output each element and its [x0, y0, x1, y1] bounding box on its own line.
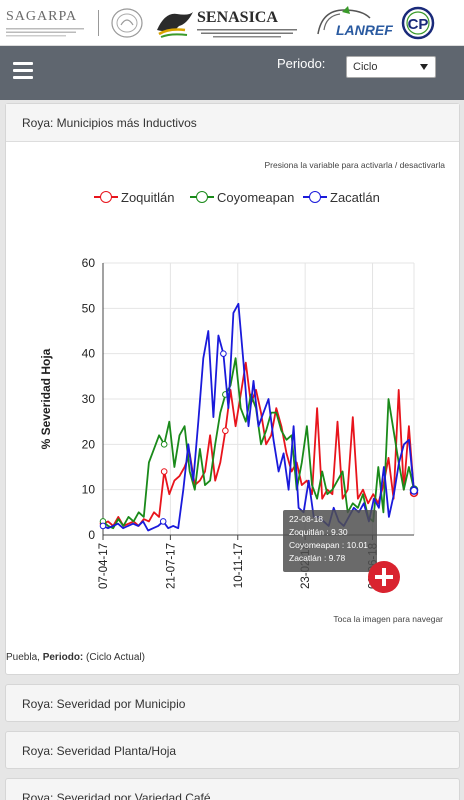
navigate-hint: Toca la imagen para navegar	[333, 614, 443, 624]
lanref-swoosh-icon	[317, 6, 371, 35]
y-tick-label: 30	[82, 392, 96, 406]
plus-icon-v	[382, 568, 386, 586]
y-tick-label: 40	[82, 347, 96, 361]
tooltip-coyomeapan: Coyomeapan : 10.01	[289, 540, 368, 550]
senasica-subtitle-graphic	[197, 29, 297, 38]
panel-severidad-municipio[interactable]: Roya: Severidad por Municipio	[5, 684, 460, 722]
legend-item-zacatlan[interactable]: Zacatlán	[303, 186, 399, 208]
senasica-emblem-icon	[157, 12, 193, 38]
data-point[interactable]	[220, 350, 227, 357]
tooltip-date: 22-08-18	[289, 514, 324, 524]
legend-label: Zoquitlán	[121, 190, 175, 205]
hamburger-icon[interactable]	[13, 62, 33, 80]
series-line-zacatlán[interactable]	[102, 302, 415, 532]
legend-label: Coyomeapan	[217, 190, 295, 205]
senasica-logo: SENASICA	[155, 6, 305, 40]
logo-bar: SAGARPA SENASICA LAN	[0, 0, 464, 46]
severity-line-chart[interactable]: 010203040506007-04-1721-07-1710-11-1723-…	[6, 244, 459, 614]
chart-footnote: Puebla, Periodo: (Ciclo Actual)	[6, 652, 145, 663]
municipios-inductivos-card: Roya: Municipios más Inductivos Presiona…	[5, 103, 460, 675]
y-tick-label: 50	[82, 301, 96, 315]
tooltip-zoquitlan: Zoquitlán : 9.30	[289, 527, 348, 537]
x-tick-label: 10-11-17	[233, 543, 245, 588]
card-title: Roya: Municipios más Inductivos	[22, 116, 197, 130]
chart-tooltip: 22-08-18 Zoquitlán : 9.30 Coyomeapan : 1…	[283, 510, 377, 572]
panel-severidad-variedad[interactable]: Roya: Severidad por Variedad Café	[5, 778, 460, 800]
x-tick-label: 07-04-17	[98, 543, 110, 589]
mexico-seal-icon	[111, 8, 143, 38]
app-header: Periodo: Ciclo	[0, 46, 464, 100]
data-point[interactable]	[160, 441, 168, 448]
x-tick-label: 21-07-17	[165, 543, 177, 589]
panel-title: Roya: Severidad por Variedad Café	[22, 791, 211, 800]
legend-item-coyomeapan[interactable]: Coyomeapan	[190, 186, 300, 208]
legend-marker	[196, 191, 208, 203]
data-point[interactable]	[159, 518, 167, 525]
data-point[interactable]	[160, 468, 168, 475]
y-tick-label: 0	[88, 528, 95, 542]
legend-item-zoquitlan[interactable]: Zoquitlán	[94, 186, 190, 208]
cp-logo-text: CP	[408, 16, 429, 33]
series-line-zoquitlán[interactable]	[102, 361, 415, 527]
footnote-location: Puebla	[6, 652, 38, 663]
footnote-period-label: Periodo:	[42, 652, 84, 663]
period-label: Periodo:	[277, 56, 326, 71]
y-tick-label: 10	[82, 483, 96, 497]
data-point-highlight[interactable]	[409, 486, 419, 495]
chart-legend: Zoquitlán Coyomeapan Zacatlán	[6, 186, 459, 210]
y-tick-label: 20	[82, 437, 96, 451]
panel-severidad-planta-hoja[interactable]: Roya: Severidad Planta/Hoja	[5, 731, 460, 769]
sagarpa-logo: SAGARPA	[6, 6, 151, 40]
data-point[interactable]	[99, 522, 107, 530]
sagarpa-logo-text: SAGARPA	[6, 9, 78, 24]
footnote-comma: ,	[37, 652, 43, 663]
period-select[interactable]: Ciclo	[346, 56, 436, 78]
lanref-logo: LANREF	[314, 6, 393, 40]
legend-marker	[100, 191, 112, 203]
legend-hint: Presiona la variable para activarla / de…	[264, 160, 445, 170]
panel-title: Roya: Severidad Planta/Hoja	[22, 744, 177, 758]
logo-separator	[98, 10, 99, 36]
card-header[interactable]: Roya: Municipios más Inductivos	[6, 104, 459, 142]
tooltip-zacatlan: Zacatlán : 9.78	[289, 553, 346, 563]
y-axis-label: % Severidad Hoja	[39, 348, 53, 449]
cp-logo: CP	[398, 6, 438, 40]
senasica-logo-text: SENASICA	[197, 9, 278, 26]
lanref-logo-text: LANREF	[336, 22, 393, 38]
legend-label: Zacatlán	[330, 190, 380, 205]
footnote-period-value: (Ciclo Actual)	[86, 652, 145, 663]
cp-emblem-icon: CP	[401, 6, 435, 40]
chevron-down-icon	[420, 64, 428, 70]
sagarpa-subtitle-graphic	[6, 28, 84, 37]
legend-marker	[309, 191, 321, 203]
panel-title: Roya: Severidad por Municipio	[22, 697, 186, 711]
period-select-value: Ciclo	[353, 61, 378, 73]
y-tick-label: 60	[82, 256, 96, 270]
data-point[interactable]	[222, 427, 229, 435]
zoom-plus-button[interactable]	[368, 561, 400, 593]
